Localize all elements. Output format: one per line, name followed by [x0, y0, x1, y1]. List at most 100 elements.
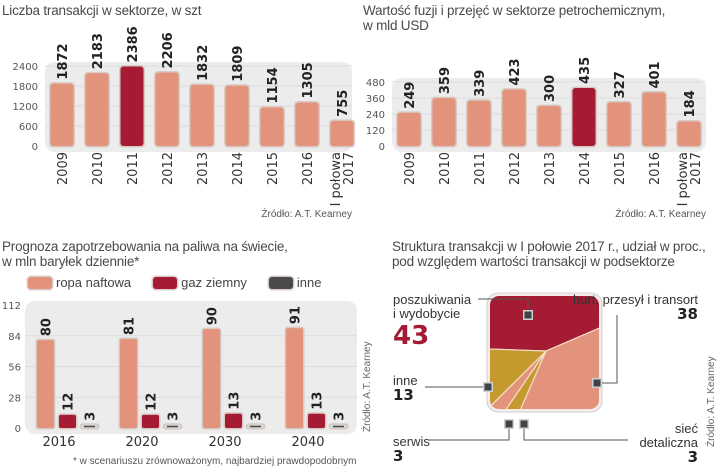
slice-name-line2: i wydobycie: [393, 306, 461, 321]
chart-title-line2: pod względem wartości transakcji w podse…: [392, 254, 675, 269]
slice-name-line1: poszukiwania: [393, 292, 472, 307]
legend-label: inne: [296, 275, 322, 290]
slice-label-service: serwis 3: [393, 435, 430, 464]
bar: [308, 413, 325, 428]
bar: [260, 107, 284, 146]
bar-value-label: 3: [250, 412, 265, 421]
bar-value-label: 80: [40, 318, 55, 336]
bar-value-label: 3: [167, 412, 182, 421]
source-note: Źródło: A.T. Kearney: [362, 341, 373, 432]
chart-title: Liczba transakcji w sektorze, w szt: [2, 3, 202, 18]
bar: [572, 88, 596, 146]
bar: [537, 106, 561, 146]
y-tick-label: 1800: [13, 82, 38, 93]
slice-value: 38: [677, 305, 698, 323]
x-tick-label: 2010: [91, 152, 106, 185]
chart-mna-value: Wartość fuzji i przejęć w sektorze petro…: [360, 0, 720, 230]
x-tick-label: 2016: [301, 152, 316, 185]
bar: [59, 414, 76, 428]
bar-value-label: 401: [648, 61, 663, 88]
slices-group: [490, 296, 599, 409]
chart-title-line1: Struktura transakcji w I połowie 2017 r.…: [392, 239, 706, 254]
bar-value-label: 3: [84, 412, 99, 421]
x-tick-label: 2012: [508, 152, 523, 185]
bar-value-label: 2206: [161, 32, 176, 68]
x-tick-label: 2016: [42, 435, 75, 450]
slice-value: 3: [687, 448, 698, 466]
bar-value-label: 755: [336, 90, 351, 117]
bar: [50, 83, 74, 146]
leader-line-service: [429, 424, 510, 441]
leader-marker: [593, 379, 601, 387]
slice-value: 43: [393, 321, 430, 351]
legend-label: gaz ziemny: [181, 275, 247, 290]
x-tick-label: 2009: [403, 152, 418, 185]
y-tick-label: 112: [2, 301, 21, 312]
bar-value-label: 300: [543, 75, 558, 102]
bar: [432, 98, 456, 146]
footnote: * w scenariuszu zrównoważonym, najbardzi…: [73, 456, 357, 467]
chart-fuel-plot: 0 28 56 84 112 80 12 3 2016 81 12 3 2020 90 13 3 2030 91 1…: [2, 301, 357, 450]
bar-value-label: 435: [578, 57, 593, 84]
y-tick-label: 84: [8, 332, 21, 343]
slice-label-exploration: poszukiwania i wydobycie 43: [393, 292, 472, 351]
x-tick-label: 2020: [125, 435, 158, 450]
slice-label-wholesale: hurt, przesył i transort 38: [573, 293, 698, 323]
bar: [467, 100, 491, 146]
bar: [225, 413, 242, 428]
y-tick-label: 480: [366, 78, 385, 89]
source-note: Źródło: A.T. Kearney: [261, 209, 352, 220]
bar: [642, 92, 666, 146]
legend-item-other: inne: [268, 275, 322, 290]
bar: [142, 414, 159, 428]
legend-swatch-other: [268, 276, 293, 289]
plot-background: [25, 301, 357, 434]
legend-swatch-oil: [28, 276, 52, 289]
bar-value-label: 1305: [301, 62, 316, 98]
slice-label-retail: sieć detaliczna 3: [639, 421, 698, 466]
x-tick-label: 2017: [342, 152, 357, 185]
bar: [677, 121, 701, 146]
bar-value-label: 13: [228, 392, 243, 410]
bar-value-label: 91: [289, 306, 304, 324]
chart-title-line1: Wartość fuzji i przejęć w sektorze petro…: [363, 3, 666, 18]
x-tick-label: 2010: [438, 152, 453, 185]
chart-title-line2: w mld USD: [363, 18, 429, 33]
source-note: Źródło: A.T. Kearney: [615, 209, 706, 220]
bar: [190, 84, 214, 146]
bar-value-label: 1809: [231, 46, 246, 82]
y-tick-label: 600: [19, 122, 38, 133]
chart-structure: Struktura transakcji w I połowie 2017 r.…: [385, 235, 720, 472]
bar-value-label: 249: [403, 82, 418, 109]
bar-value-label: 184: [683, 90, 698, 117]
slice: [490, 350, 547, 409]
legend-item-gas: gaz ziemny: [153, 275, 247, 290]
leader-marker: [520, 420, 528, 428]
legend-swatch-gas: [153, 276, 178, 289]
x-tick-label: I połowa: [329, 152, 344, 206]
leader-line-wholesale: [597, 315, 618, 384]
slice-name-line1: sieć: [674, 421, 698, 436]
x-tick-label: 2015: [266, 152, 281, 185]
x-tick-label: 2011: [473, 152, 488, 185]
y-tick-label: 240: [366, 110, 385, 121]
bar: [120, 66, 144, 146]
x-tick-label: 2017: [689, 152, 704, 185]
y-tick-label: 0: [15, 424, 21, 435]
bar: [225, 85, 249, 146]
chart-transactions-plot: 0 600 1200 1800 2400 1872 2009 2183 2010 2386 2011…: [13, 26, 357, 206]
x-tick-label: 2030: [208, 435, 241, 450]
leader-line-retail: [523, 424, 628, 441]
chart-structure-plot: [425, 292, 628, 441]
bar: [502, 89, 526, 146]
chart-title: Wartość fuzji i przejęć w sektorze petro…: [363, 3, 665, 33]
chart-transactions: Liczba transakcji w sektorze, w szt 0 600…: [0, 0, 360, 230]
chart-legend: ropa naftowa gaz ziemny inne: [28, 275, 344, 290]
y-tick-label: 0: [32, 142, 38, 153]
slice-label-other: inne 13: [393, 374, 418, 403]
y-tick-label: 0: [379, 142, 385, 153]
bar-value-label: 1154: [266, 67, 281, 103]
bar: [295, 102, 319, 146]
y-tick-label: 1200: [13, 102, 38, 113]
x-tick-label: 2015: [613, 152, 628, 185]
